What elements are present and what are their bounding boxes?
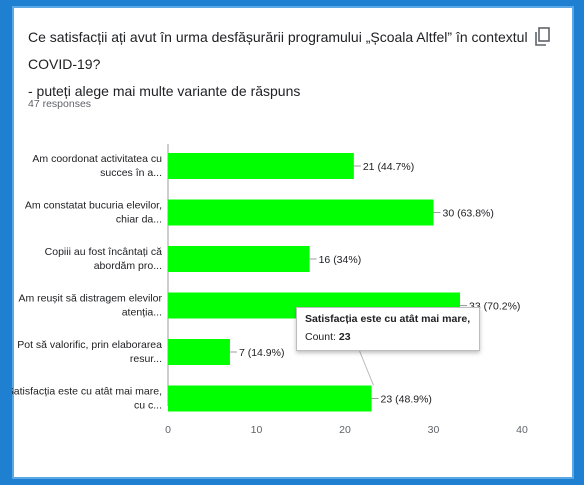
data-label: 16 (34%) bbox=[319, 254, 362, 266]
question-line-1: Ce satisfacții ați avut în urma desfășur… bbox=[28, 29, 528, 72]
category-label: Pot să valorific, prin elaborarea resur..… bbox=[17, 339, 162, 365]
category-label: Am constatat bucuria elevilor, chiar da..… bbox=[25, 200, 162, 226]
tooltip-count: Count: 23 bbox=[305, 331, 471, 343]
chart-card: Ce satisfacții ați avut în urma desfășur… bbox=[12, 6, 574, 479]
tooltip-pointer bbox=[359, 350, 375, 386]
category-label: Copiii au fost încântați că abordăm pro..… bbox=[45, 246, 162, 272]
tooltip-count-label: Count: bbox=[305, 331, 336, 343]
category-label: Am coordonat activitatea cu succes în a..… bbox=[32, 153, 162, 179]
x-tick-label: 20 bbox=[339, 424, 351, 436]
data-label: 23 (48.9%) bbox=[381, 394, 432, 406]
x-tick-label: 0 bbox=[165, 424, 171, 436]
question-line-2: - puteți alege mai multe variante de răs… bbox=[28, 83, 301, 99]
x-tick-label: 40 bbox=[516, 424, 528, 436]
category-label: Satisfacția este cu atât mai mare, cu c..… bbox=[12, 386, 162, 412]
bar bbox=[168, 385, 372, 412]
data-label: 30 (63.8%) bbox=[443, 208, 494, 220]
tooltip-title: Satisfacția este cu atât mai mare, cu c.… bbox=[305, 313, 471, 325]
bar bbox=[168, 246, 310, 272]
question-title: Ce satisfacții ați avut în urma desfășur… bbox=[28, 24, 538, 105]
data-label: 21 (44.7%) bbox=[363, 161, 414, 173]
data-label: 33 (70.2%) bbox=[469, 301, 520, 313]
bar-chart: Am coordonat activitatea cu succes în a..… bbox=[12, 144, 528, 436]
category-label: Am reușit să distragem elevilor atenția..… bbox=[18, 293, 162, 319]
bar bbox=[168, 153, 354, 179]
x-tick-label: 30 bbox=[428, 424, 440, 436]
chart-tooltip: Satisfacția este cu atât mai mare, cu c.… bbox=[296, 307, 480, 351]
response-count: 47 responses bbox=[28, 98, 92, 110]
tooltip-count-value: 23 bbox=[338, 331, 351, 343]
copy-icon[interactable] bbox=[534, 26, 552, 48]
bar bbox=[168, 339, 230, 365]
x-tick-label: 10 bbox=[251, 424, 263, 436]
bar bbox=[168, 199, 434, 226]
data-label: 7 (14.9%) bbox=[239, 347, 285, 359]
